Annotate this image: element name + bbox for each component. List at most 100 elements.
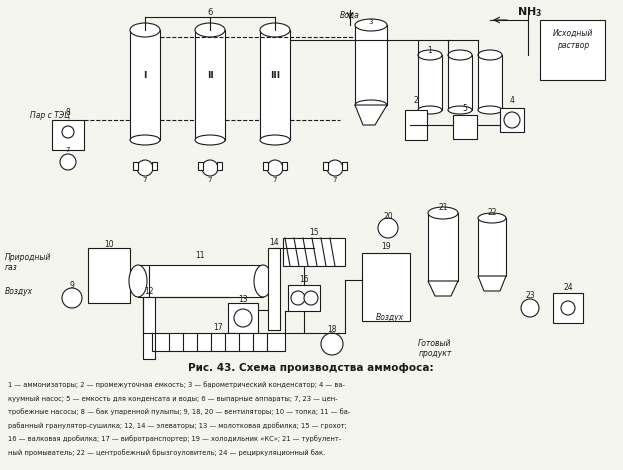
Bar [478, 218, 506, 276]
Text: ный промыватель; 22 — центробежный брызгоуловитель; 24 — рециркуляционный бак.: ный промыватель; 22 — центробежный брызг… [8, 449, 325, 456]
Text: Вода: Вода [340, 10, 360, 19]
Text: $\mathbf{NH_3}$: $\mathbf{NH_3}$ [517, 5, 543, 19]
Ellipse shape [418, 50, 442, 60]
Ellipse shape [130, 23, 160, 37]
Text: 16: 16 [299, 274, 309, 283]
Bar [52, 120, 84, 150]
Ellipse shape [260, 23, 290, 37]
Ellipse shape [254, 265, 272, 297]
Circle shape [291, 291, 305, 305]
Text: 19: 19 [381, 242, 391, 251]
Text: газ: газ [5, 264, 17, 273]
Ellipse shape [130, 135, 160, 145]
Text: I: I [143, 70, 146, 79]
Circle shape [378, 218, 398, 238]
Polygon shape [355, 105, 387, 125]
Bar [453, 115, 477, 139]
Ellipse shape [195, 23, 225, 37]
Text: 7: 7 [66, 147, 70, 153]
Polygon shape [428, 281, 458, 296]
Text: продукт: продукт [418, 348, 452, 358]
Text: куумный насос; 5 — емкость для конденсата и воды; 6 — выпарные аппараты; 7, 23 —: куумный насос; 5 — емкость для конденсат… [8, 395, 338, 402]
Text: 17: 17 [213, 322, 223, 331]
Text: 8: 8 [65, 108, 70, 117]
Bar [428, 213, 458, 281]
Text: Рис. 43. Схема производства аммофоса:: Рис. 43. Схема производства аммофоса: [188, 363, 434, 373]
Bar [405, 110, 427, 140]
Bar [355, 25, 387, 105]
Bar [282, 162, 287, 170]
Text: II: II [207, 70, 213, 79]
Text: 12: 12 [145, 287, 154, 296]
Text: Природный: Природный [5, 253, 51, 263]
Text: 20: 20 [383, 212, 393, 220]
Text: раствор: раствор [557, 40, 589, 49]
Bar [228, 303, 258, 333]
Text: 14: 14 [269, 237, 279, 246]
Bar [418, 55, 442, 110]
Text: 1: 1 [427, 46, 432, 55]
Text: 15: 15 [309, 227, 319, 236]
Circle shape [267, 160, 283, 176]
Text: 21: 21 [438, 203, 448, 212]
Ellipse shape [448, 50, 472, 60]
Text: 13: 13 [238, 295, 248, 304]
Ellipse shape [195, 135, 225, 145]
Text: 7: 7 [207, 177, 212, 183]
Ellipse shape [478, 106, 502, 114]
Circle shape [561, 301, 575, 315]
Bar [143, 297, 155, 359]
Circle shape [304, 291, 318, 305]
Ellipse shape [418, 106, 442, 114]
Bar [553, 293, 583, 323]
Ellipse shape [355, 19, 387, 31]
Text: 1 — аммонизаторы; 2 — промежуточная емкость; 3 — барометрический конденсатор; 4 : 1 — аммонизаторы; 2 — промежуточная емко… [8, 382, 345, 388]
Circle shape [202, 160, 218, 176]
Bar [323, 162, 328, 170]
Bar [88, 248, 130, 303]
Bar [478, 55, 502, 110]
Bar [130, 30, 160, 140]
Text: 7: 7 [333, 177, 337, 183]
Text: 9: 9 [70, 281, 74, 290]
Ellipse shape [355, 100, 387, 110]
Ellipse shape [129, 265, 147, 297]
Bar [260, 30, 290, 140]
Ellipse shape [448, 106, 472, 114]
Text: 16 — валковая дробилка; 17 — вибротранспортер; 19 — холодильник «КС»; 21 — турбу: 16 — валковая дробилка; 17 — вибротрансп… [8, 436, 341, 442]
Text: 6: 6 [207, 8, 212, 16]
Bar [500, 108, 524, 132]
Bar [138, 265, 263, 297]
Bar [198, 162, 203, 170]
Circle shape [504, 112, 520, 128]
Text: III: III [270, 70, 280, 79]
Circle shape [137, 160, 153, 176]
Ellipse shape [478, 50, 502, 60]
Bar [195, 30, 225, 140]
Text: 3: 3 [369, 19, 373, 25]
Bar [362, 253, 410, 321]
Circle shape [60, 154, 76, 170]
Bar [342, 162, 347, 170]
Bar [133, 162, 138, 170]
Text: Воздух: Воздух [5, 288, 33, 297]
Bar [152, 333, 285, 351]
Bar [540, 20, 605, 80]
Text: 22: 22 [487, 207, 497, 217]
Text: 18: 18 [327, 326, 337, 335]
Text: 7: 7 [143, 177, 147, 183]
Bar [283, 238, 345, 266]
Ellipse shape [260, 135, 290, 145]
Circle shape [321, 333, 343, 355]
Ellipse shape [428, 207, 458, 219]
Text: 24: 24 [563, 283, 573, 292]
Text: тробежные насосы; 8 — бак упаренной пулыпы; 9, 18, 20 — вентиляторы; 10 — топка;: тробежные насосы; 8 — бак упаренной пулы… [8, 408, 350, 415]
Text: 11: 11 [195, 251, 205, 260]
Text: 2: 2 [414, 95, 419, 104]
Text: Воздух: Воздух [376, 313, 404, 322]
Text: рабанный гранулятор-сушилка; 12, 14 — элеваторы; 13 — молотковая дробилка; 15 — : рабанный гранулятор-сушилка; 12, 14 — эл… [8, 422, 347, 429]
Bar [152, 162, 157, 170]
Circle shape [521, 299, 539, 317]
Circle shape [327, 160, 343, 176]
Circle shape [234, 309, 252, 327]
